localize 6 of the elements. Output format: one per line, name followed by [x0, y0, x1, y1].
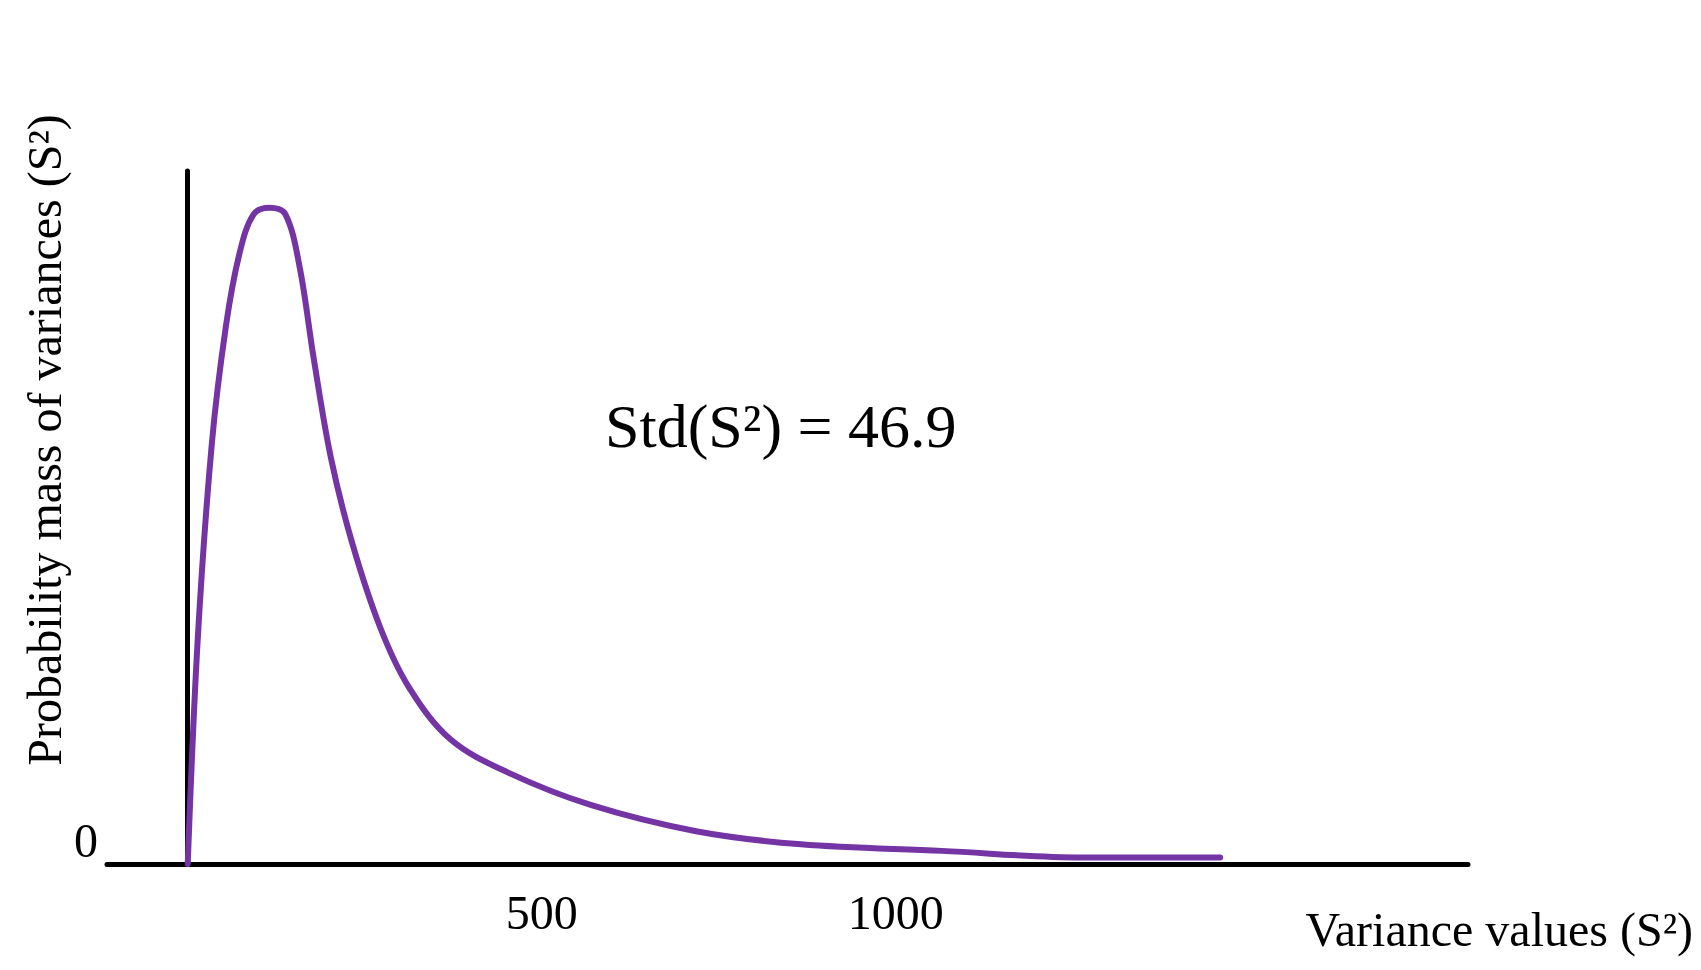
x-tick-label: 500 [505, 885, 578, 939]
x-axis-title: Variance values (S²) [1305, 902, 1693, 957]
annotation: Std(S²) = 46.9 [605, 392, 957, 461]
text: 0 [74, 813, 98, 867]
y-axis-title: Probability mass of variances (S²) [17, 114, 72, 766]
x-tick-label: 1000 [847, 885, 944, 939]
